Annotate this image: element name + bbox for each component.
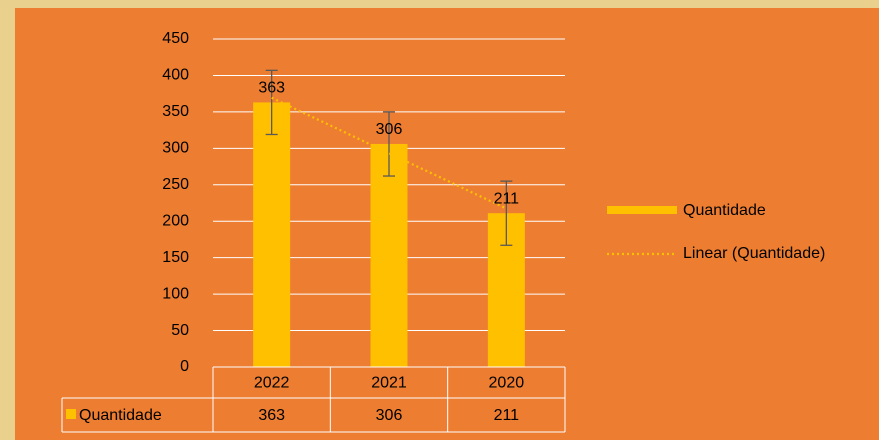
table-legend-key bbox=[66, 409, 76, 419]
y-tick-label: 150 bbox=[162, 249, 189, 266]
legend-label: Linear (Quantidade) bbox=[683, 245, 825, 262]
table-value: 306 bbox=[376, 407, 403, 424]
data-label: 306 bbox=[376, 121, 403, 138]
bar bbox=[253, 102, 291, 367]
table-series-name: Quantidade bbox=[79, 407, 162, 424]
y-tick-label: 300 bbox=[162, 140, 189, 157]
data-label: 211 bbox=[494, 190, 520, 207]
y-tick-label: 350 bbox=[162, 103, 189, 120]
table-value: 211 bbox=[494, 407, 520, 424]
table-value: 363 bbox=[258, 407, 285, 424]
y-tick-label: 0 bbox=[180, 358, 189, 375]
y-tick-label: 50 bbox=[171, 322, 189, 339]
legend-key bbox=[607, 206, 677, 214]
x-tick-label: 2021 bbox=[371, 375, 407, 392]
chart-area bbox=[15, 8, 879, 440]
x-tick-label: 2020 bbox=[489, 375, 525, 392]
data-label: 363 bbox=[258, 80, 285, 97]
x-tick-label: 2022 bbox=[254, 375, 290, 392]
y-tick-label: 400 bbox=[162, 67, 189, 84]
bar bbox=[370, 143, 408, 367]
legend-label: Quantidade bbox=[683, 202, 766, 219]
trendline bbox=[271, 96, 507, 210]
y-tick-label: 450 bbox=[162, 30, 189, 47]
y-tick-label: 200 bbox=[162, 212, 189, 229]
y-tick-label: 250 bbox=[162, 176, 189, 193]
y-tick-label: 100 bbox=[162, 285, 189, 302]
